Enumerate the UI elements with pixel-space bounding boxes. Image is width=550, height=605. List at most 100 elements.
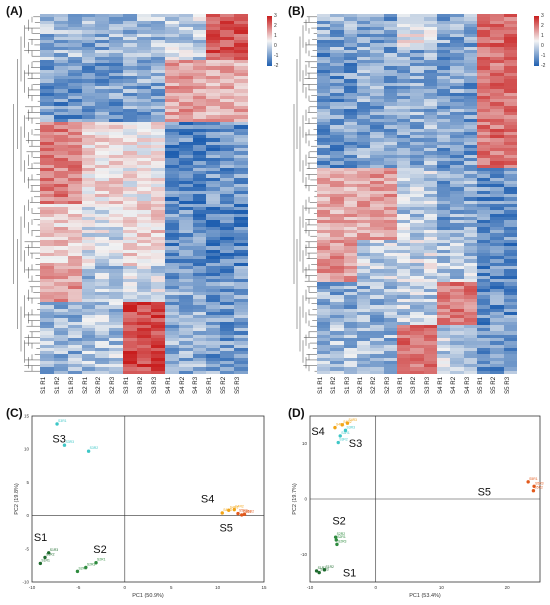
heatmap-cell bbox=[192, 164, 207, 168]
heatmap-cell bbox=[150, 351, 165, 355]
heatmap-cell bbox=[81, 63, 96, 67]
heatmap-cell bbox=[463, 171, 477, 175]
heatmap-cell bbox=[330, 138, 344, 142]
heatmap-cell bbox=[450, 72, 464, 77]
heatmap-cell bbox=[123, 370, 138, 374]
heatmap-cell bbox=[356, 14, 371, 18]
heatmap-cell bbox=[436, 367, 451, 371]
heatmap-cell bbox=[95, 282, 110, 286]
heatmap-cell bbox=[370, 269, 384, 273]
heatmap-cell bbox=[396, 23, 411, 28]
heatmap-cell bbox=[95, 279, 110, 283]
heatmap-cell bbox=[356, 141, 371, 145]
heatmap-cell bbox=[123, 112, 138, 116]
heatmap-cell bbox=[423, 298, 437, 302]
heatmap-cell bbox=[450, 184, 464, 188]
heatmap-cell bbox=[356, 157, 371, 162]
heatmap-cell bbox=[370, 72, 384, 77]
heatmap-cell bbox=[150, 213, 165, 217]
heatmap-cell bbox=[356, 108, 371, 113]
heatmap-cell bbox=[53, 174, 68, 178]
heatmap-cell bbox=[356, 200, 371, 204]
heatmap-cell bbox=[234, 20, 248, 24]
heatmap-cell bbox=[206, 180, 221, 185]
x-tick-label: 10 bbox=[215, 585, 221, 590]
heatmap-cell bbox=[436, 135, 451, 139]
heatmap-cell bbox=[503, 220, 517, 224]
heatmap-cell bbox=[503, 20, 517, 24]
heatmap-cell bbox=[137, 243, 151, 247]
heatmap-cell bbox=[343, 341, 357, 345]
heatmap-cell bbox=[410, 14, 424, 18]
heatmap-cell bbox=[40, 154, 54, 158]
heatmap-cell bbox=[317, 341, 331, 345]
heatmap-cell bbox=[81, 331, 96, 335]
heatmap-cell bbox=[178, 151, 193, 155]
heatmap-cell bbox=[109, 138, 124, 142]
heatmap-cell bbox=[81, 115, 96, 119]
heatmap-cell bbox=[490, 151, 504, 155]
heatmap-cell bbox=[109, 285, 124, 289]
heatmap-cell bbox=[490, 174, 504, 178]
heatmap-cell bbox=[178, 85, 193, 90]
heatmap-cell bbox=[206, 99, 221, 103]
heatmap-cell bbox=[503, 30, 517, 34]
heatmap-cell bbox=[343, 272, 357, 276]
heatmap-cell bbox=[383, 207, 397, 211]
heatmap-cell bbox=[410, 216, 424, 221]
heatmap-cell bbox=[450, 36, 464, 41]
heatmap-cell bbox=[476, 334, 491, 338]
heatmap-cell bbox=[503, 151, 517, 155]
heatmap-cell bbox=[383, 115, 397, 119]
heatmap-cell bbox=[490, 321, 504, 325]
heatmap-cell bbox=[330, 99, 344, 103]
group-label-s4: S4 bbox=[201, 493, 214, 505]
heatmap-cell bbox=[40, 53, 54, 57]
heatmap-cell bbox=[40, 197, 54, 201]
heatmap-cell bbox=[330, 125, 344, 129]
heatmap-cell bbox=[178, 311, 193, 316]
heatmap-cell bbox=[81, 95, 96, 100]
heatmap-cell bbox=[178, 177, 193, 181]
heatmap-cell bbox=[356, 66, 371, 70]
heatmap-cell bbox=[317, 282, 331, 286]
heatmap-cell bbox=[476, 318, 491, 322]
heatmap-cell bbox=[137, 187, 151, 191]
heatmap-cell bbox=[370, 193, 384, 198]
heatmap-cell bbox=[490, 220, 504, 224]
heatmap-cell bbox=[410, 66, 424, 70]
heatmap-cell bbox=[192, 243, 207, 247]
heatmap-cell bbox=[317, 151, 331, 155]
heatmap-cell bbox=[463, 148, 477, 152]
heatmap-cell bbox=[370, 118, 384, 122]
heatmap-cell bbox=[396, 197, 411, 201]
heatmap-cell bbox=[150, 279, 165, 283]
data-point-s5 bbox=[526, 480, 530, 484]
heatmap-cell bbox=[317, 121, 331, 126]
heatmap-cell bbox=[356, 102, 371, 106]
heatmap-cell bbox=[490, 279, 504, 283]
heatmap-cell bbox=[234, 118, 248, 122]
heatmap-cell bbox=[81, 164, 96, 168]
heatmap-cell bbox=[178, 115, 193, 119]
heatmap-cell bbox=[234, 347, 248, 352]
heatmap-cell bbox=[410, 210, 424, 214]
heatmap-cell bbox=[40, 36, 54, 41]
heatmap-cell bbox=[178, 360, 193, 365]
heatmap-cell bbox=[503, 318, 517, 322]
heatmap-cell bbox=[356, 76, 371, 80]
heatmap-cell bbox=[383, 272, 397, 276]
heatmap-cell bbox=[330, 229, 344, 234]
heatmap-cell bbox=[192, 23, 207, 28]
heatmap-cell bbox=[436, 180, 451, 185]
heatmap-cell bbox=[53, 367, 68, 371]
heatmap-cell bbox=[343, 347, 357, 352]
heatmap-cell bbox=[423, 14, 437, 18]
heatmap-cell bbox=[343, 89, 357, 93]
heatmap-cell bbox=[370, 318, 384, 322]
heatmap-cell bbox=[137, 161, 151, 165]
heatmap-cell bbox=[503, 177, 517, 181]
heatmap-cell bbox=[330, 43, 344, 47]
heatmap-cell bbox=[95, 177, 110, 181]
heatmap-cell bbox=[67, 92, 82, 96]
